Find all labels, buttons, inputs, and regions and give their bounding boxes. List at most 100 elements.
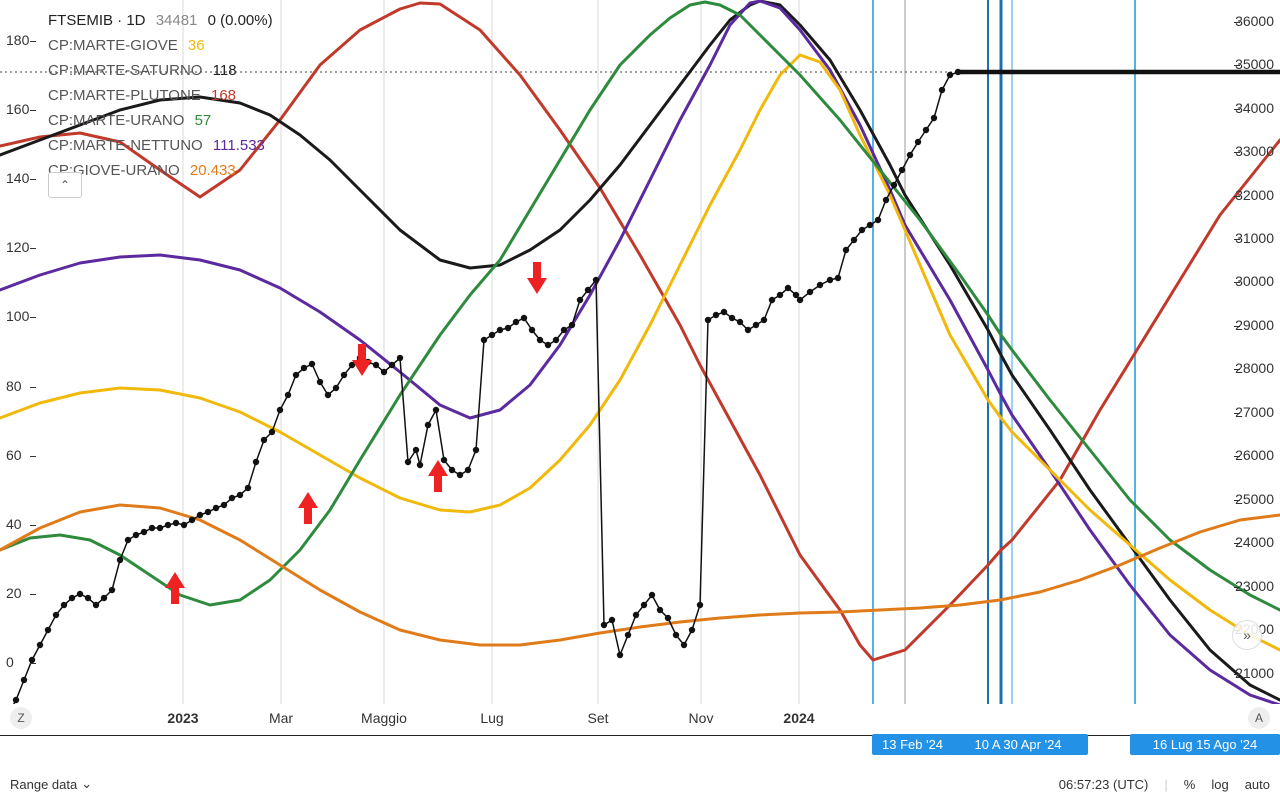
price-point-41[interactable] <box>325 392 331 398</box>
price-point-21[interactable] <box>165 522 171 528</box>
price-point-16[interactable] <box>125 537 131 543</box>
price-point-94[interactable] <box>745 327 751 333</box>
price-point-2[interactable] <box>13 697 19 703</box>
price-point-111[interactable] <box>883 197 889 203</box>
price-point-117[interactable] <box>931 115 937 121</box>
price-point-22[interactable] <box>173 520 179 526</box>
signal-arrow-up-0[interactable] <box>165 572 185 604</box>
price-point-55[interactable] <box>433 407 439 413</box>
price-point-18[interactable] <box>141 529 147 535</box>
price-point-66[interactable] <box>521 315 527 321</box>
price-point-48[interactable] <box>381 369 387 375</box>
date-range-pill-0[interactable]: 13 Feb '24 <box>872 734 950 755</box>
price-point-35[interactable] <box>277 407 283 413</box>
price-point-80[interactable] <box>633 612 639 618</box>
price-point-96[interactable] <box>761 317 767 323</box>
legend-item-3[interactable]: CP:MARTE-URANO 57 <box>48 108 273 133</box>
price-point-10[interactable] <box>77 591 83 597</box>
price-point-86[interactable] <box>681 642 687 648</box>
price-point-67[interactable] <box>529 327 535 333</box>
price-point-102[interactable] <box>807 289 813 295</box>
price-point-78[interactable] <box>617 652 623 658</box>
price-point-36[interactable] <box>285 392 291 398</box>
price-point-98[interactable] <box>777 292 783 298</box>
price-point-107[interactable] <box>851 237 857 243</box>
price-point-17[interactable] <box>133 532 139 538</box>
price-point-115[interactable] <box>915 139 921 145</box>
price-point-58[interactable] <box>457 472 463 478</box>
price-point-6[interactable] <box>45 627 51 633</box>
price-point-29[interactable] <box>229 495 235 501</box>
price-point-47[interactable] <box>373 362 379 368</box>
price-point-39[interactable] <box>309 361 315 367</box>
date-range-pill-2[interactable]: 16 Lug 15 Ago '24 <box>1130 734 1280 755</box>
price-point-69[interactable] <box>545 342 551 348</box>
price-point-51[interactable] <box>405 459 411 465</box>
price-point-7[interactable] <box>53 612 59 618</box>
log-toggle[interactable]: log <box>1211 777 1228 792</box>
price-point-91[interactable] <box>721 309 727 315</box>
price-point-64[interactable] <box>505 325 511 331</box>
price-point-60[interactable] <box>473 447 479 453</box>
legend-collapse-button[interactable]: ⌃ <box>48 172 82 198</box>
price-point-12[interactable] <box>93 602 99 608</box>
price-point-105[interactable] <box>835 275 841 281</box>
price-point-31[interactable] <box>245 485 251 491</box>
price-point-33[interactable] <box>261 437 267 443</box>
price-point-114[interactable] <box>907 152 913 158</box>
price-point-32[interactable] <box>253 459 259 465</box>
price-point-108[interactable] <box>859 227 865 233</box>
price-point-26[interactable] <box>205 509 211 515</box>
signal-arrow-down-4[interactable] <box>527 262 547 294</box>
price-point-23[interactable] <box>181 522 187 528</box>
price-point-87[interactable] <box>689 627 695 633</box>
price-point-68[interactable] <box>537 337 543 343</box>
price-point-88[interactable] <box>697 602 703 608</box>
price-point-30[interactable] <box>237 492 243 498</box>
price-point-14[interactable] <box>109 587 115 593</box>
signal-arrow-up-3[interactable] <box>428 460 448 492</box>
price-point-89[interactable] <box>705 317 711 323</box>
price-point-3[interactable] <box>21 677 27 683</box>
price-point-76[interactable] <box>601 622 607 628</box>
price-point-49[interactable] <box>389 362 395 368</box>
price-point-19[interactable] <box>149 525 155 531</box>
auto-toggle[interactable]: auto <box>1245 777 1270 792</box>
legend-item-0[interactable]: CP:MARTE-GIOVE 36 <box>48 33 273 58</box>
scroll-forward-chevron-icon[interactable]: » <box>1232 620 1262 650</box>
price-point-112[interactable] <box>891 182 897 188</box>
price-point-109[interactable] <box>867 222 873 228</box>
price-point-28[interactable] <box>221 502 227 508</box>
price-point-65[interactable] <box>513 319 519 325</box>
price-point-99[interactable] <box>785 285 791 291</box>
price-point-74[interactable] <box>585 287 591 293</box>
price-point-61[interactable] <box>481 337 487 343</box>
price-point-84[interactable] <box>665 615 671 621</box>
price-point-43[interactable] <box>341 372 347 378</box>
legend-item-1[interactable]: CP:MARTE-SATURNO 118 <box>48 58 273 83</box>
price-point-54[interactable] <box>425 422 431 428</box>
price-point-82[interactable] <box>649 592 655 598</box>
price-point-8[interactable] <box>61 602 67 608</box>
price-point-116[interactable] <box>923 127 929 133</box>
price-point-72[interactable] <box>569 322 575 328</box>
price-point-71[interactable] <box>561 327 567 333</box>
price-point-40[interactable] <box>317 379 323 385</box>
bottom-right-icon-button[interactable]: A <box>1248 707 1270 729</box>
price-point-42[interactable] <box>333 385 339 391</box>
price-point-25[interactable] <box>197 512 203 518</box>
date-range-pill-1[interactable]: 10 A 30 Apr '24 <box>948 734 1088 755</box>
price-point-53[interactable] <box>417 462 423 468</box>
price-point-20[interactable] <box>157 525 163 531</box>
price-point-110[interactable] <box>875 217 881 223</box>
price-point-52[interactable] <box>413 447 419 453</box>
price-point-79[interactable] <box>625 632 631 638</box>
price-point-13[interactable] <box>101 595 107 601</box>
range-data-selector[interactable]: Range data ⌄ <box>10 776 92 792</box>
price-point-63[interactable] <box>497 327 503 333</box>
price-point-118[interactable] <box>939 87 945 93</box>
price-point-37[interactable] <box>293 372 299 378</box>
price-point-15[interactable] <box>117 557 123 563</box>
bottom-left-icon-button[interactable]: Z <box>10 707 32 729</box>
legend-item-4[interactable]: CP:MARTE-NETTUNO 111.533 <box>48 133 273 158</box>
